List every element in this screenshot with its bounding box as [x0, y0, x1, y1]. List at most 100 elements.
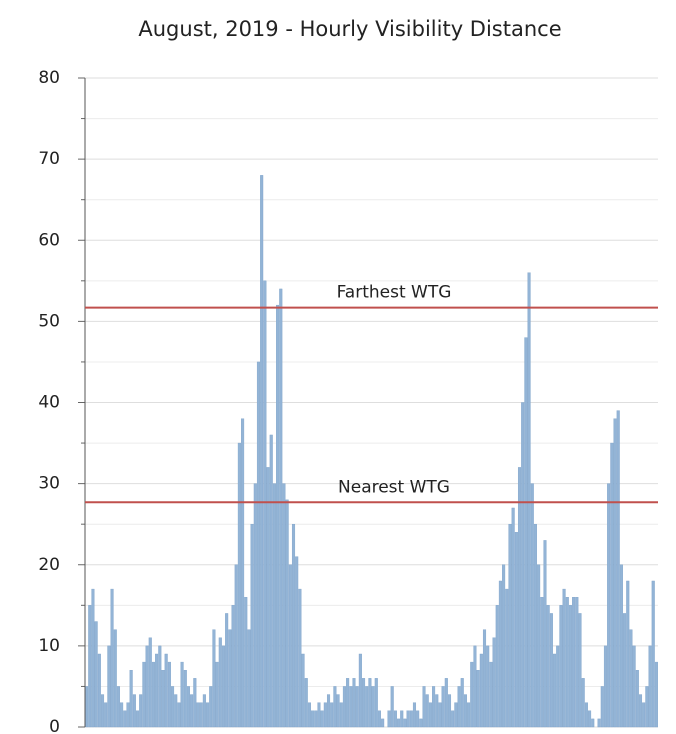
bar	[638, 694, 643, 728]
bar	[311, 710, 315, 728]
bar	[467, 702, 471, 728]
bar	[225, 613, 229, 728]
bar	[333, 686, 337, 728]
bar	[540, 597, 544, 728]
bar	[432, 686, 436, 728]
bar	[196, 702, 200, 728]
bar	[578, 613, 582, 728]
bar	[568, 605, 572, 728]
bar	[642, 702, 646, 728]
bar	[107, 645, 111, 728]
bar	[454, 702, 458, 728]
bar	[645, 686, 649, 728]
bar	[623, 613, 627, 728]
bar	[116, 686, 120, 728]
bar	[209, 686, 213, 728]
bar	[304, 678, 308, 728]
bar	[263, 280, 267, 728]
bar	[202, 694, 206, 728]
bar	[129, 670, 133, 728]
bar	[193, 678, 197, 728]
bar	[575, 597, 579, 728]
bar	[530, 483, 534, 728]
bar	[323, 702, 327, 728]
y-tick-label: 40	[38, 393, 60, 413]
bar	[161, 670, 165, 728]
bar	[473, 645, 477, 728]
bar	[387, 710, 391, 728]
bar	[546, 605, 550, 728]
bar	[151, 661, 155, 728]
bar	[336, 694, 340, 728]
bar	[91, 588, 95, 728]
bar	[600, 686, 604, 728]
y-tick-label: 80	[38, 68, 60, 88]
bar	[85, 686, 89, 728]
bar	[610, 442, 614, 728]
bar	[591, 718, 595, 728]
bar	[174, 694, 178, 728]
bar	[635, 670, 639, 728]
bar	[276, 304, 280, 728]
bar	[549, 613, 553, 728]
bar	[651, 580, 655, 728]
reference-label: Farthest WTG	[337, 283, 452, 303]
bar	[285, 499, 289, 728]
bar	[444, 678, 448, 728]
bar	[447, 694, 452, 728]
bar	[581, 678, 585, 728]
bar	[508, 523, 512, 728]
y-tick-label: 20	[38, 555, 60, 575]
bar	[295, 556, 299, 728]
bar	[260, 175, 264, 728]
bar	[533, 523, 537, 728]
bar	[352, 678, 356, 728]
bar	[206, 702, 210, 728]
bar	[228, 629, 232, 728]
bar	[553, 653, 557, 728]
bar	[412, 702, 417, 728]
bar	[648, 645, 652, 728]
bar	[489, 661, 493, 728]
bar	[355, 686, 359, 728]
bar	[626, 580, 630, 728]
bar	[199, 702, 203, 728]
bar	[326, 694, 331, 728]
bar	[476, 670, 480, 728]
bar	[498, 580, 502, 728]
bar	[358, 653, 362, 728]
y-tick-label: 0	[49, 717, 60, 734]
bar	[479, 653, 483, 728]
bar	[269, 434, 273, 728]
bar	[463, 694, 467, 728]
bar	[588, 710, 592, 728]
bar	[556, 645, 560, 728]
bar	[428, 702, 432, 728]
bar	[317, 702, 321, 728]
bar	[256, 361, 261, 728]
bar	[250, 523, 254, 728]
bar	[291, 523, 296, 728]
bar	[167, 661, 171, 728]
bar	[100, 694, 105, 728]
bar	[629, 629, 633, 728]
bar	[279, 288, 283, 728]
bar	[237, 442, 241, 728]
bar	[607, 483, 611, 728]
bar	[88, 605, 92, 728]
bar	[346, 678, 350, 728]
bar	[537, 564, 541, 728]
bar	[441, 686, 445, 728]
bar	[502, 564, 506, 728]
bar	[158, 645, 162, 728]
y-tick-label: 60	[38, 230, 60, 250]
bar	[613, 418, 617, 728]
bar	[314, 710, 318, 728]
bar	[244, 597, 248, 728]
bar	[186, 686, 190, 728]
bar	[381, 718, 385, 728]
bar	[190, 694, 194, 728]
bar	[97, 653, 101, 728]
bar	[400, 710, 404, 728]
bar	[514, 532, 518, 728]
